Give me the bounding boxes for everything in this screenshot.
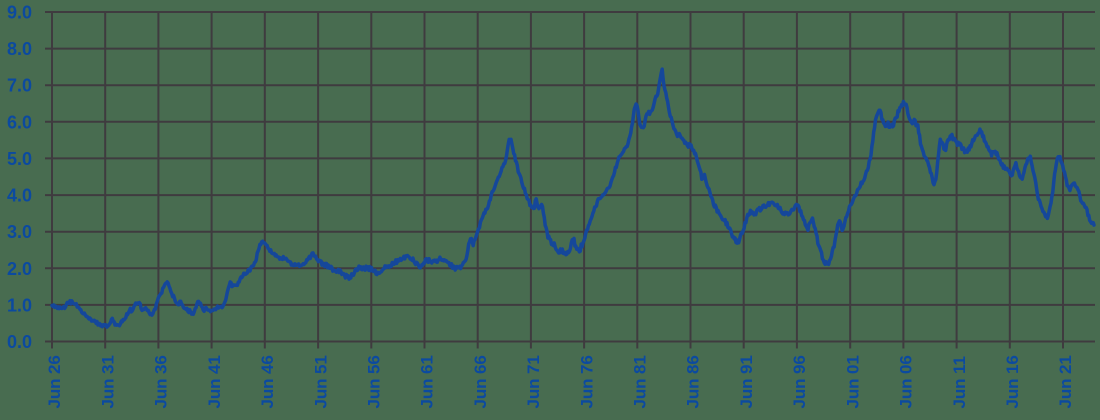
svg-text:6.0: 6.0 — [7, 112, 32, 132]
svg-text:Jun 96: Jun 96 — [790, 355, 809, 408]
svg-text:Jun 06: Jun 06 — [897, 355, 916, 408]
svg-text:9.0: 9.0 — [7, 3, 32, 23]
svg-text:Jun 66: Jun 66 — [471, 355, 490, 408]
svg-text:0.0: 0.0 — [7, 332, 32, 352]
svg-text:Jun 11: Jun 11 — [950, 356, 969, 408]
svg-text:Jun 01: Jun 01 — [843, 355, 862, 408]
svg-text:Jun 76: Jun 76 — [577, 355, 596, 408]
svg-text:1.0: 1.0 — [7, 295, 32, 315]
svg-text:8.0: 8.0 — [7, 39, 32, 59]
svg-text:Jun 21: Jun 21 — [1056, 355, 1075, 408]
svg-text:2.0: 2.0 — [7, 259, 32, 279]
svg-text:Jun 26: Jun 26 — [45, 355, 64, 408]
svg-text:Jun 91: Jun 91 — [737, 355, 756, 408]
svg-text:4.0: 4.0 — [7, 186, 32, 206]
svg-text:Jun 36: Jun 36 — [152, 355, 171, 408]
svg-text:5.0: 5.0 — [7, 149, 32, 169]
svg-text:Jun 86: Jun 86 — [684, 355, 703, 408]
svg-text:Jun 56: Jun 56 — [365, 355, 384, 408]
svg-text:Jun 46: Jun 46 — [258, 355, 277, 408]
svg-text:Jun 41: Jun 41 — [205, 355, 224, 408]
svg-text:Jun 16: Jun 16 — [1003, 355, 1022, 408]
svg-text:7.0: 7.0 — [7, 76, 32, 96]
svg-text:Jun 51: Jun 51 — [311, 355, 330, 408]
svg-text:Jun 71: Jun 71 — [524, 355, 543, 408]
svg-text:Jun 31: Jun 31 — [98, 355, 117, 408]
svg-text:Jun 81: Jun 81 — [631, 355, 650, 408]
svg-text:3.0: 3.0 — [7, 222, 32, 242]
svg-text:Jun 61: Jun 61 — [418, 355, 437, 408]
